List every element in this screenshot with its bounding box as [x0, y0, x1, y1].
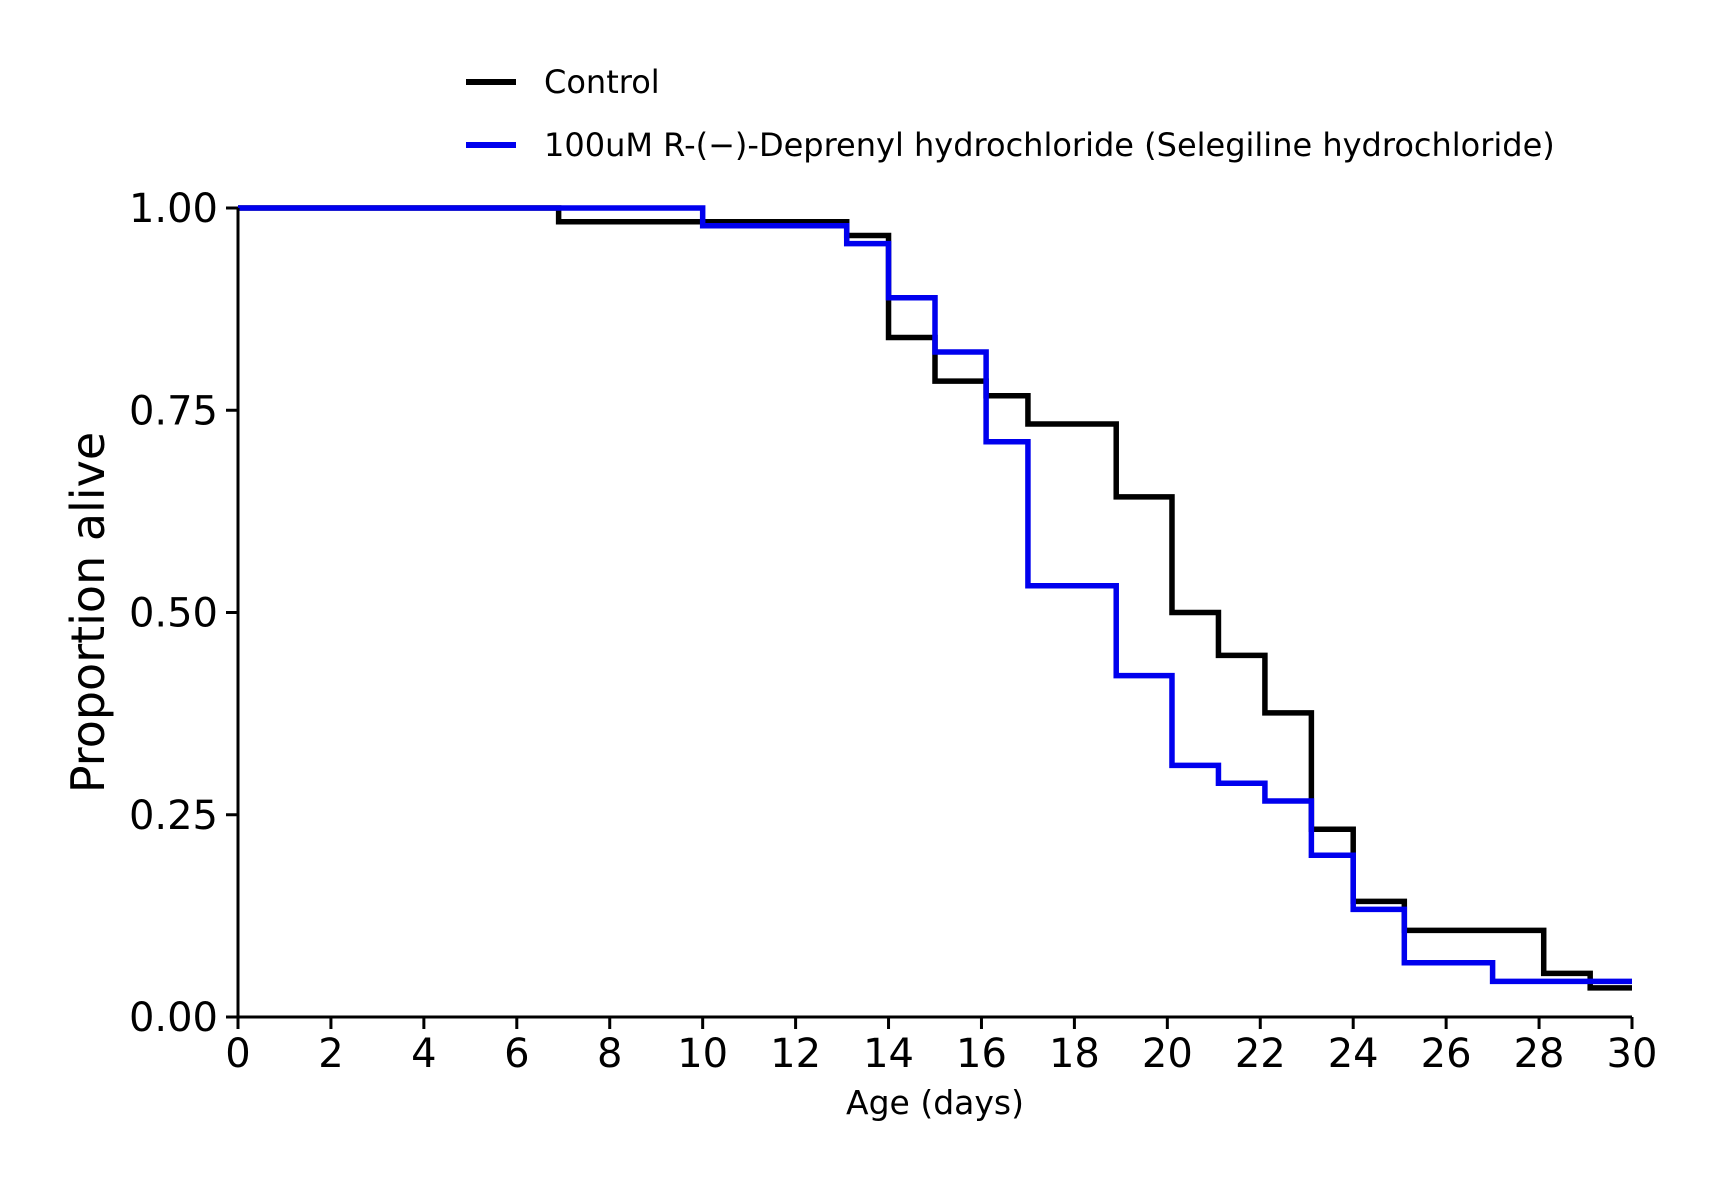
y-tick-label: 0.75: [129, 388, 218, 434]
y-tick-label: 0.25: [129, 793, 218, 839]
x-tick-label: 12: [770, 1031, 821, 1077]
x-tick-label: 28: [1514, 1031, 1565, 1077]
series-layer: [238, 205, 1632, 991]
y-ticks: 0.00 0.25 0.50 0.75 1.00: [129, 186, 238, 1041]
x-tick-label: 2: [318, 1031, 343, 1077]
x-tick-label: 8: [597, 1031, 622, 1077]
x-tick-label: 16: [956, 1031, 1007, 1077]
legend: Control 100uM R-(−)-Deprenyl hydrochlorid…: [466, 63, 1555, 164]
axes: 0 2 4 6 8 10 12 14 16 18 20 22 24 26 28 30 0.000.250.50…: [61, 186, 1657, 1122]
x-tick-label: 22: [1235, 1031, 1286, 1077]
x-tick-label: 20: [1142, 1031, 1193, 1077]
series-line-deprenyl: [238, 205, 1632, 985]
legend-label: 100uM R-(−)-Deprenyl hydrochloride (Sele…: [544, 126, 1555, 164]
x-tick-label: 14: [863, 1031, 914, 1077]
y-axis-title: Proportion alive: [61, 432, 115, 793]
x-tick-label: 30: [1607, 1031, 1658, 1077]
x-tick-label: 24: [1328, 1031, 1379, 1077]
y-tick-label: 1.00: [129, 186, 218, 232]
legend-label: Control: [544, 63, 660, 101]
x-tick-label: 18: [1049, 1031, 1100, 1077]
x-tick-label: 0: [225, 1031, 250, 1077]
x-tick-label: 10: [677, 1031, 728, 1077]
x-ticks: 0 2 4 6 8 10 12 14 16 18 20 22 24 26 28 30: [225, 1017, 1657, 1077]
y-tick-label: 0.00: [129, 995, 218, 1041]
x-tick-label: 4: [411, 1031, 436, 1077]
y-tick-label: 0.50: [129, 591, 218, 637]
x-tick-label: 6: [504, 1031, 529, 1077]
x-tick-label: 26: [1421, 1031, 1472, 1077]
x-axis-title: Age (days): [846, 1083, 1024, 1122]
